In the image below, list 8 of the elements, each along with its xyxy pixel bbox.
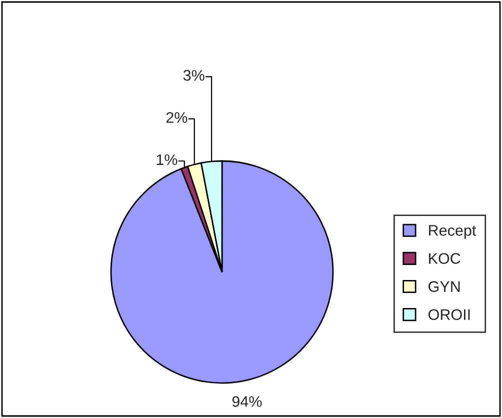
- data-label: 3%: [183, 70, 204, 81]
- legend-label: Recept: [429, 225, 476, 239]
- legend-label: OROII: [428, 309, 470, 320]
- data-label: 1%: [156, 154, 178, 166]
- data-label: 94%: [232, 396, 262, 407]
- data-label: 2%: [166, 112, 188, 123]
- legend-label: GYN: [428, 281, 460, 292]
- legend-label: KOC: [429, 253, 460, 264]
